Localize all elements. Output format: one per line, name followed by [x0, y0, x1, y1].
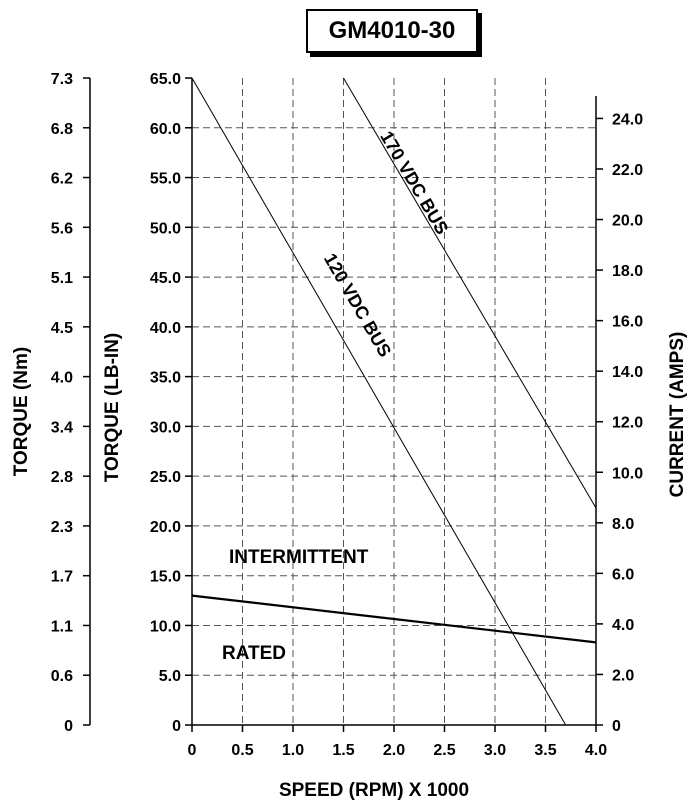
y-outer-tick-label: 3.4 [51, 419, 73, 436]
x-tick-label: 2.0 [383, 742, 405, 759]
x-tick-label: 0.5 [231, 742, 253, 759]
y-right-tick-label: 14.0 [612, 364, 643, 381]
y-outer-tick-label: 6.8 [51, 121, 73, 138]
chart-title: GM4010-30 [306, 9, 478, 53]
y-right-tick-label: 8.0 [612, 516, 634, 533]
y-right-tick-label: 0 [612, 718, 621, 735]
x-tick-label: 1.5 [332, 742, 354, 759]
y-outer-tick-label: 2.8 [51, 469, 73, 486]
series-line-120vdc [191, 77, 567, 726]
y-right-tick-label: 10.0 [612, 465, 643, 482]
y-tick-label: 15.0 [150, 569, 181, 586]
y-tick-label: 55.0 [150, 171, 181, 188]
y-right-tick-label: 20.0 [612, 213, 643, 230]
y-outer-tick-label: 4.5 [51, 320, 73, 337]
y-outer-tick-label: 6.2 [51, 171, 73, 188]
y-outer-tick-label: 1.7 [51, 569, 73, 586]
y-tick-label: 50.0 [150, 220, 181, 237]
y-right-tick-label: 24.0 [612, 111, 643, 128]
x-tick-label: 0 [188, 742, 197, 759]
x-axis-title: SPEED (RPM) X 1000 [279, 780, 469, 800]
y-right-tick-label: 4.0 [612, 617, 634, 634]
y-right-tick-label: 18.0 [612, 263, 643, 280]
series-line-rated-boundary [191, 594, 597, 644]
y-tick-label: 20.0 [150, 519, 181, 536]
x-tick-label: 3.0 [484, 742, 506, 759]
series-label-120vdc: 120 VDC BUS [320, 250, 395, 360]
series-label-170vdc: 170 VDC BUS [376, 128, 452, 238]
region-label-intermittent: INTERMITTENT [229, 547, 369, 568]
y-outer-tick-label: 0 [64, 718, 73, 735]
x-tick-label: 1.0 [282, 742, 304, 759]
y-tick-label: 10.0 [150, 618, 181, 635]
y-outer-tick-label: 7.3 [51, 71, 73, 88]
y-tick-label: 25.0 [150, 469, 181, 486]
y-right-tick-label: 2.0 [612, 667, 634, 684]
y-outer-tick-label: 5.1 [51, 270, 73, 287]
y-tick-label: 60.0 [150, 121, 181, 138]
series-line-170vdc [343, 77, 597, 509]
y-tick-label: 40.0 [150, 320, 181, 337]
y-tick-label: 35.0 [150, 370, 181, 387]
y-outer-tick-label: 5.6 [51, 220, 73, 237]
x-tick-label: 4.0 [585, 742, 607, 759]
y-right-tick-label: 6.0 [612, 566, 634, 583]
y-tick-label: 30.0 [150, 419, 181, 436]
y-outer-tick-label: 2.3 [51, 519, 73, 536]
y-right-tick-label: 16.0 [612, 314, 643, 331]
y-right-tick-label: 12.0 [612, 415, 643, 432]
x-tick-label: 2.5 [433, 742, 455, 759]
y-tick-label: 0 [172, 718, 181, 735]
y-tick-label: 65.0 [150, 71, 181, 88]
y-tick-label: 45.0 [150, 270, 181, 287]
x-tick-label: 3.5 [534, 742, 556, 759]
y-right-tick-label: 22.0 [612, 162, 643, 179]
region-label-rated: RATED [222, 643, 286, 664]
y-tick-label: 5.0 [159, 668, 181, 685]
y-outer-tick-label: 1.1 [51, 618, 73, 635]
y-outer-tick-label: 4.0 [51, 370, 73, 387]
y-axis-title-right: CURRENT (AMPS) [667, 332, 688, 498]
y-axis-title: TORQUE (LB-IN) [102, 333, 123, 483]
y-outer-tick-label: 0.6 [51, 668, 73, 685]
y-axis-title-outer: TORQUE (Nm) [11, 347, 32, 476]
